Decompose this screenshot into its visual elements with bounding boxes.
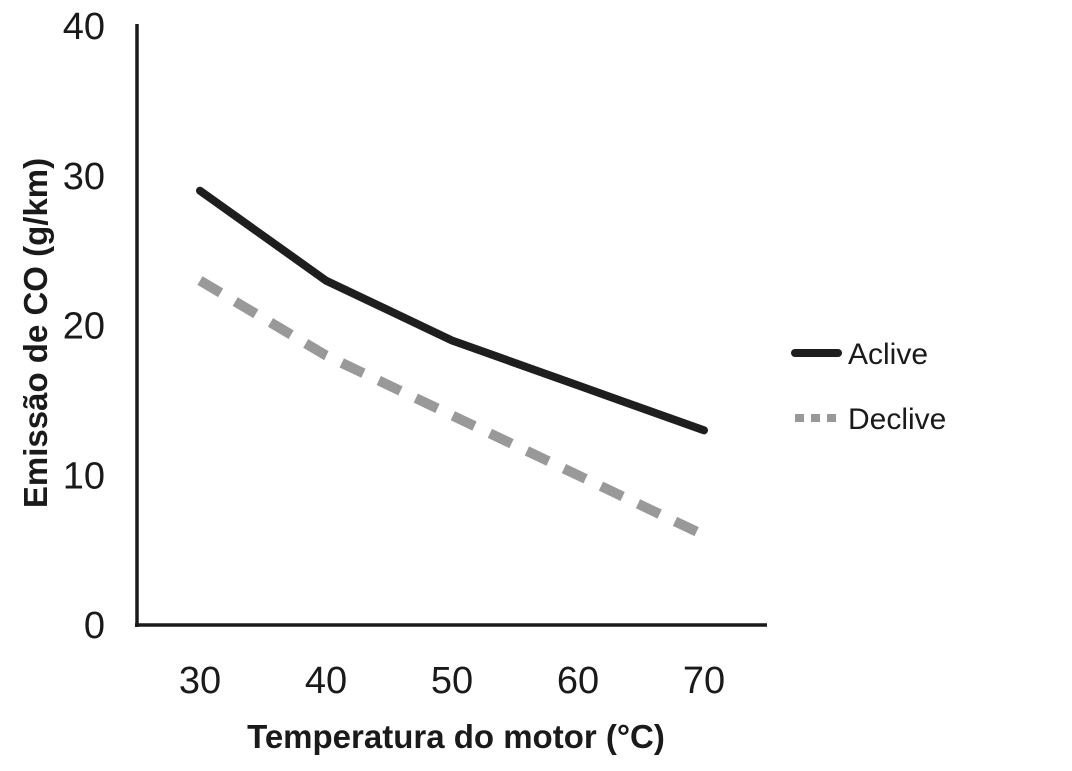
y-axis-title: Emissão de CO (g/km) [17,158,54,508]
x-tick-label: 50 [431,660,473,702]
tick-labels: 0 10 20 30 40 30 40 50 60 70 [63,6,725,702]
legend-label: Aclive [848,338,928,371]
series-line-aclive [196,186,708,435]
y-tick-label: 30 [63,156,105,198]
legend-item-declive: Declive [795,403,946,436]
y-tick-label: 0 [84,605,105,647]
axes [135,24,767,627]
x-axis-title: Temperatura do motor (°C) [247,718,665,755]
x-tick-label: 40 [305,660,347,702]
series-line-declive [197,276,707,540]
legend: Aclive Declive [791,338,946,436]
series-lines [196,186,708,540]
x-tick-label: 30 [179,660,221,702]
y-tick-label: 10 [63,455,105,497]
legend-item-aclive: Aclive [791,338,928,371]
x-tick-label: 60 [557,660,599,702]
y-tick-label: 20 [63,306,105,348]
legend-label: Declive [848,403,946,436]
x-tick-label: 70 [683,660,725,702]
y-tick-label: 40 [63,6,105,48]
